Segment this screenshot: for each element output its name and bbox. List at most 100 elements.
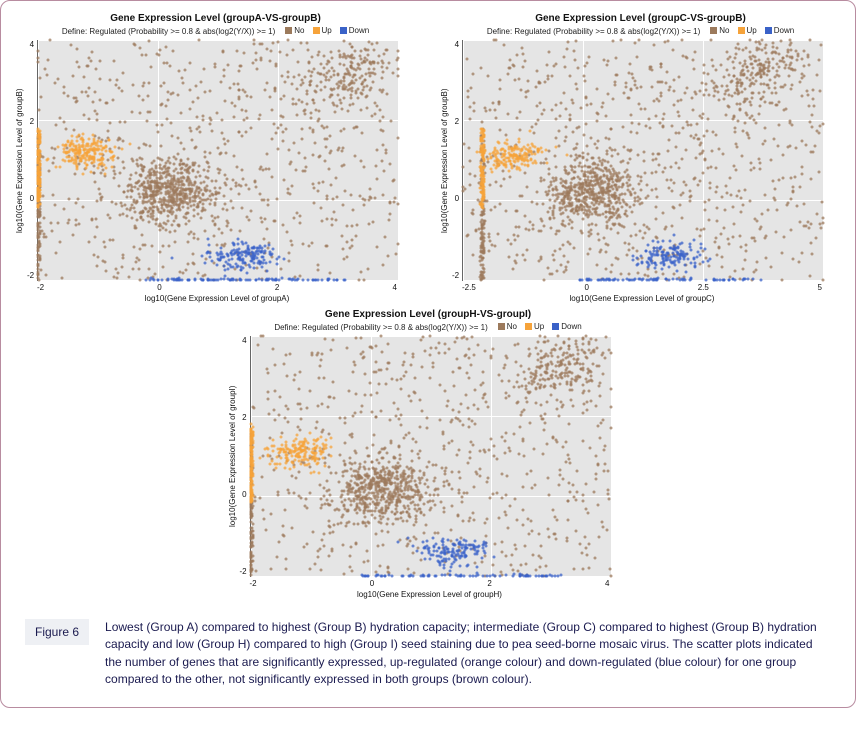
- point-no: [524, 562, 527, 565]
- point-no: [48, 170, 51, 173]
- point-no: [210, 119, 213, 122]
- point-down: [240, 279, 243, 282]
- legend-swatch: [525, 323, 532, 330]
- point-down: [697, 250, 700, 253]
- point-no: [145, 193, 148, 196]
- point-no: [708, 265, 711, 268]
- point-no: [437, 342, 440, 345]
- point-no: [267, 199, 270, 202]
- point-no: [443, 389, 446, 392]
- point-no: [806, 55, 809, 58]
- point-no: [567, 240, 570, 243]
- point-no: [166, 99, 169, 102]
- point-no: [628, 248, 631, 251]
- point-no: [192, 208, 195, 211]
- point-no: [305, 166, 308, 169]
- point-no: [484, 534, 487, 537]
- point-no: [553, 180, 556, 183]
- point-no: [546, 477, 549, 480]
- point-no: [95, 225, 98, 228]
- point-no: [338, 147, 341, 150]
- point-no: [587, 165, 590, 168]
- point-no: [606, 64, 609, 67]
- point-no: [134, 171, 137, 174]
- point-no: [290, 475, 293, 478]
- y-axis-ticks: 420-2: [24, 40, 37, 280]
- point-no: [304, 498, 307, 501]
- point-no: [481, 256, 484, 259]
- point-no: [180, 186, 183, 189]
- point-no: [299, 222, 302, 225]
- point-no: [262, 454, 265, 457]
- point-no: [716, 207, 719, 210]
- point-no: [363, 560, 366, 563]
- point-no: [208, 203, 211, 206]
- point-no: [386, 67, 389, 70]
- point-no: [473, 102, 476, 105]
- point-no: [796, 55, 799, 58]
- point-no: [335, 196, 338, 199]
- point-down: [156, 279, 159, 282]
- point-no: [518, 129, 521, 132]
- point-no: [480, 246, 483, 249]
- point-no: [567, 499, 570, 502]
- point-no: [731, 235, 734, 238]
- point-no: [339, 80, 342, 83]
- point-no: [703, 208, 706, 211]
- point-no: [697, 138, 700, 141]
- point-no: [325, 244, 328, 247]
- point-no: [769, 265, 772, 268]
- point-no: [515, 381, 518, 384]
- point-no: [223, 203, 226, 206]
- point-no: [88, 87, 91, 90]
- point-no: [347, 110, 350, 113]
- point-no: [569, 118, 572, 121]
- point-no: [274, 363, 277, 366]
- point-no: [298, 495, 301, 498]
- point-up: [505, 160, 508, 163]
- point-no: [767, 61, 770, 64]
- point-no: [170, 204, 173, 207]
- point-no: [522, 486, 525, 489]
- point-no: [243, 91, 246, 94]
- point-no: [471, 335, 474, 338]
- point-up: [526, 143, 529, 146]
- point-no: [314, 563, 317, 566]
- point-no: [681, 217, 684, 220]
- point-no: [725, 184, 728, 187]
- point-no: [640, 86, 643, 89]
- point-down: [613, 278, 616, 281]
- point-up: [56, 146, 59, 149]
- point-no: [117, 137, 120, 140]
- point-no: [663, 227, 666, 230]
- point-no: [63, 86, 66, 89]
- point-no: [537, 118, 540, 121]
- point-no: [629, 157, 632, 160]
- point-down: [674, 247, 677, 250]
- point-no: [216, 111, 219, 114]
- point-down: [247, 249, 250, 252]
- point-no: [270, 568, 273, 571]
- point-no: [745, 76, 748, 79]
- point-no: [116, 78, 119, 81]
- point-no: [712, 81, 715, 84]
- gridline-vertical: [278, 40, 279, 280]
- point-no: [450, 505, 453, 508]
- point-no: [503, 44, 506, 47]
- point-no: [231, 207, 234, 210]
- point-no: [811, 252, 814, 255]
- point-no: [239, 229, 242, 232]
- point-no: [173, 163, 176, 166]
- point-no: [178, 69, 181, 72]
- point-no: [315, 90, 318, 93]
- point-no: [740, 82, 743, 85]
- scatter-plot: [37, 40, 398, 281]
- point-no: [640, 176, 643, 179]
- point-no: [355, 337, 358, 340]
- point-no: [351, 45, 354, 48]
- point-no: [296, 211, 299, 214]
- point-no: [166, 90, 169, 93]
- y-tick: -2: [27, 271, 34, 280]
- point-no: [609, 128, 612, 131]
- point-no: [563, 255, 566, 258]
